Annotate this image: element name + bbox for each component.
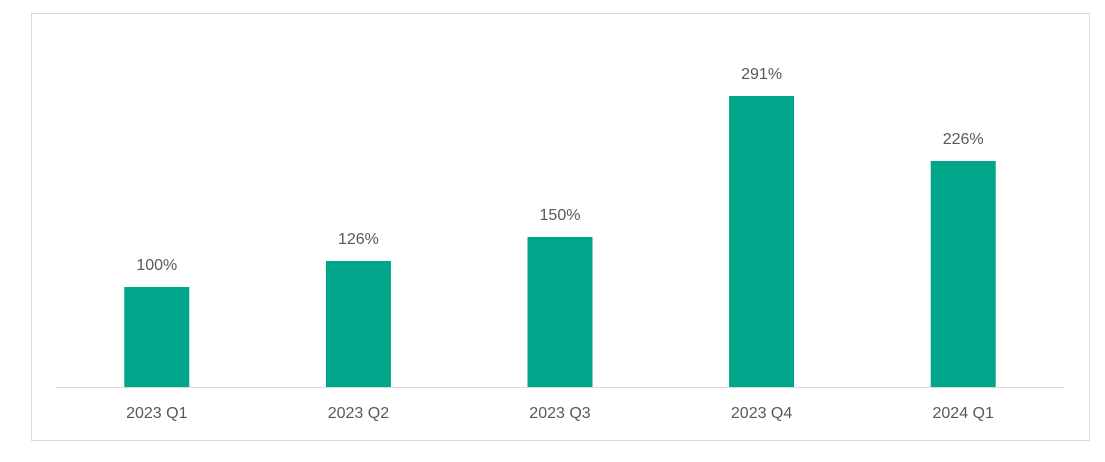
data-label: 100% xyxy=(136,257,177,274)
bar xyxy=(527,237,593,387)
data-label: 150% xyxy=(540,207,581,224)
bar xyxy=(729,96,795,387)
x-tick-label: 2023 Q1 xyxy=(126,405,187,422)
data-label: 226% xyxy=(943,131,984,148)
data-label: 126% xyxy=(338,231,379,248)
x-tick-label: 2024 Q1 xyxy=(933,405,994,422)
x-tick-label: 2023 Q4 xyxy=(731,405,792,422)
bar xyxy=(325,261,391,387)
bar xyxy=(930,161,996,387)
x-tick-label: 2023 Q2 xyxy=(328,405,389,422)
bar xyxy=(124,287,190,387)
x-tick-label: 2023 Q3 xyxy=(529,405,590,422)
data-label: 291% xyxy=(741,66,782,83)
